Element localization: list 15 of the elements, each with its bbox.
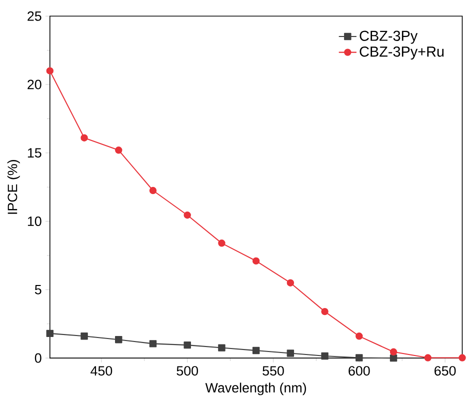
y-tick-label: 5 — [34, 285, 42, 295]
y-tick-label: 20 — [28, 80, 42, 90]
y-tick-label: 15 — [28, 148, 42, 158]
legend-label: CBZ-3Py+Ru — [360, 46, 444, 60]
x-tick-label: 650 — [434, 366, 456, 376]
x-tick-label: 550 — [262, 366, 284, 376]
y-axis-title: IPCE (%) — [7, 160, 20, 214]
y-tick-label: 25 — [28, 12, 42, 22]
y-tick-label: 0 — [34, 353, 42, 363]
y-tick-label: 10 — [28, 216, 42, 226]
x-tick-label: 500 — [176, 366, 198, 376]
x-axis-title: Wavelength (nm) — [205, 382, 306, 396]
x-tick-label: 600 — [348, 366, 370, 376]
x-tick-label: 450 — [90, 366, 112, 376]
legend-label: CBZ-3Py — [360, 30, 418, 44]
